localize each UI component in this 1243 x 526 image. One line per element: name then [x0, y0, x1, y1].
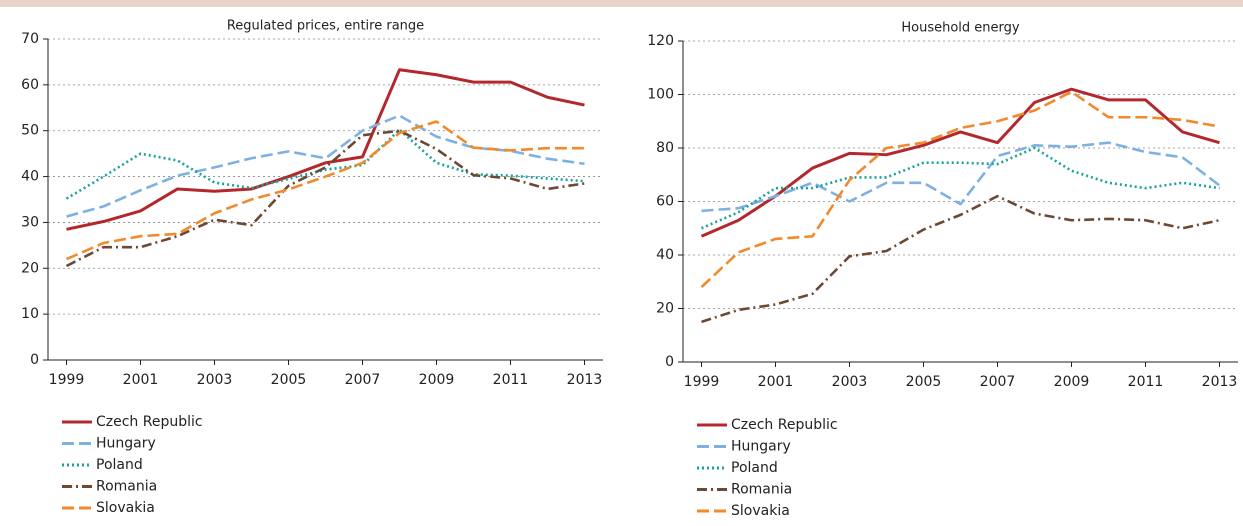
- legend-label: Poland: [96, 457, 143, 473]
- y-tick-label: 70: [21, 31, 39, 47]
- chart-title: Household energy: [901, 21, 1020, 36]
- x-tick-label: 2005: [906, 374, 942, 390]
- chart-title: Regulated prices, entire range: [227, 19, 424, 34]
- legend-label: Slovakia: [731, 503, 790, 519]
- y-tick-label: 30: [21, 214, 39, 230]
- y-tick-label: 40: [21, 169, 39, 185]
- series-line: [700, 146, 1220, 230]
- top-band: [0, 0, 1243, 7]
- legend-label: Poland: [731, 460, 778, 476]
- y-tick-label: 120: [647, 33, 674, 49]
- legend-label: Czech Republic: [96, 414, 203, 430]
- legend-label: Romania: [731, 482, 792, 498]
- series-line: [65, 128, 585, 200]
- y-tick-label: 100: [647, 87, 674, 103]
- x-tick-label: 2001: [758, 374, 794, 390]
- x-tick-label: 2007: [980, 374, 1016, 390]
- series-line: [66, 68, 585, 231]
- y-tick-label: 60: [656, 194, 674, 210]
- legend-label: Hungary: [96, 436, 156, 452]
- y-tick-label: 80: [656, 140, 674, 156]
- y-tick-label: 20: [656, 301, 674, 317]
- series-line: [700, 90, 1220, 289]
- legend-label: Hungary: [731, 439, 791, 455]
- x-tick-label: 1999: [49, 372, 85, 388]
- legend-label: Czech Republic: [731, 417, 838, 433]
- x-tick-label: 2007: [345, 372, 381, 388]
- y-tick-label: 60: [21, 77, 39, 93]
- x-tick-label: 2011: [493, 372, 529, 388]
- y-tick-label: 0: [30, 352, 39, 368]
- x-tick-label: 2003: [832, 374, 868, 390]
- y-tick-label: 20: [21, 260, 39, 276]
- x-tick-label: 2003: [197, 372, 233, 388]
- y-tick-label: 50: [21, 123, 39, 139]
- y-tick-label: 10: [21, 306, 39, 322]
- x-tick-label: 2011: [1128, 374, 1164, 390]
- x-tick-label: 1999: [684, 374, 720, 390]
- x-tick-label: 2013: [1202, 374, 1238, 390]
- series-line: [65, 120, 585, 261]
- x-tick-label: 2005: [271, 372, 307, 388]
- legend-label: Romania: [96, 479, 157, 495]
- x-tick-label: 2001: [123, 372, 159, 388]
- series-line: [701, 141, 1221, 213]
- y-tick-label: 40: [656, 247, 674, 263]
- x-tick-label: 2013: [567, 372, 603, 388]
- x-tick-label: 2009: [1054, 374, 1090, 390]
- y-tick-label: 0: [665, 354, 674, 370]
- series-line: [700, 87, 1220, 238]
- x-tick-label: 2009: [419, 372, 455, 388]
- legend-label: Slovakia: [96, 500, 155, 516]
- series-line: [701, 194, 1220, 324]
- series-line: [65, 129, 585, 268]
